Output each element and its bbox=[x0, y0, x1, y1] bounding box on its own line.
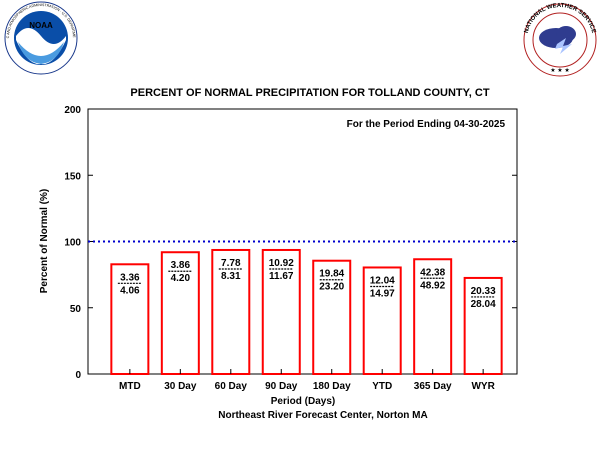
x-tick-label: 90 Day bbox=[265, 381, 298, 392]
normal-label: 4.06 bbox=[120, 285, 140, 296]
observed-label: 7.78 bbox=[221, 258, 241, 269]
observed-label: 42.38 bbox=[420, 267, 445, 278]
y-tick-label: 50 bbox=[70, 304, 82, 315]
y-tick-label: 150 bbox=[64, 171, 81, 182]
normal-label: 4.20 bbox=[171, 273, 191, 284]
y-axis-label: Percent of Normal (%) bbox=[39, 189, 50, 293]
observed-label: 12.04 bbox=[370, 275, 395, 286]
observed-label: 3.36 bbox=[120, 272, 140, 283]
normal-label: 48.92 bbox=[420, 280, 445, 291]
normal-label: 28.04 bbox=[471, 299, 496, 310]
observed-label: 10.92 bbox=[269, 258, 294, 269]
national-weather-service-logo-icon: NATIONAL WEATHER SERVICE ★ ★ ★ bbox=[523, 3, 597, 77]
x-axis-label: Period (Days) bbox=[271, 396, 335, 407]
normal-label: 8.31 bbox=[221, 271, 241, 282]
observed-label: 19.84 bbox=[319, 269, 344, 280]
x-tick-label: 365 Day bbox=[414, 381, 452, 392]
period-annotation: For the Period Ending 04-30-2025 bbox=[347, 119, 506, 130]
normal-label: 14.97 bbox=[370, 288, 395, 299]
noaa-logo-icon: NOAA NATIONAL OCEANIC AND ATMOSPHERIC AD… bbox=[0, 0, 78, 75]
observed-label: 20.33 bbox=[471, 286, 496, 297]
noaa-logo-text: NOAA bbox=[29, 21, 53, 30]
normal-label: 11.67 bbox=[269, 271, 294, 282]
x-tick-label: 60 Day bbox=[215, 381, 248, 392]
x-tick-label: MTD bbox=[119, 381, 141, 392]
chart-title: PERCENT OF NORMAL PRECIPITATION FOR TOLL… bbox=[130, 87, 489, 99]
y-tick-label: 0 bbox=[75, 370, 81, 381]
x-tick-label: 180 Day bbox=[313, 381, 351, 392]
nws-logo-stars-icon: ★ ★ ★ bbox=[550, 67, 569, 74]
observed-label: 3.86 bbox=[171, 260, 191, 271]
x-tick-label: WYR bbox=[471, 381, 495, 392]
plot-area bbox=[87, 108, 518, 375]
x-tick-label: YTD bbox=[372, 381, 392, 392]
normal-label: 23.20 bbox=[319, 282, 344, 293]
y-tick-label: 100 bbox=[64, 238, 81, 249]
y-tick-label: 200 bbox=[64, 105, 81, 116]
source-footer: Northeast River Forecast Center, Norton … bbox=[218, 410, 428, 421]
x-tick-label: 30 Day bbox=[164, 381, 197, 392]
